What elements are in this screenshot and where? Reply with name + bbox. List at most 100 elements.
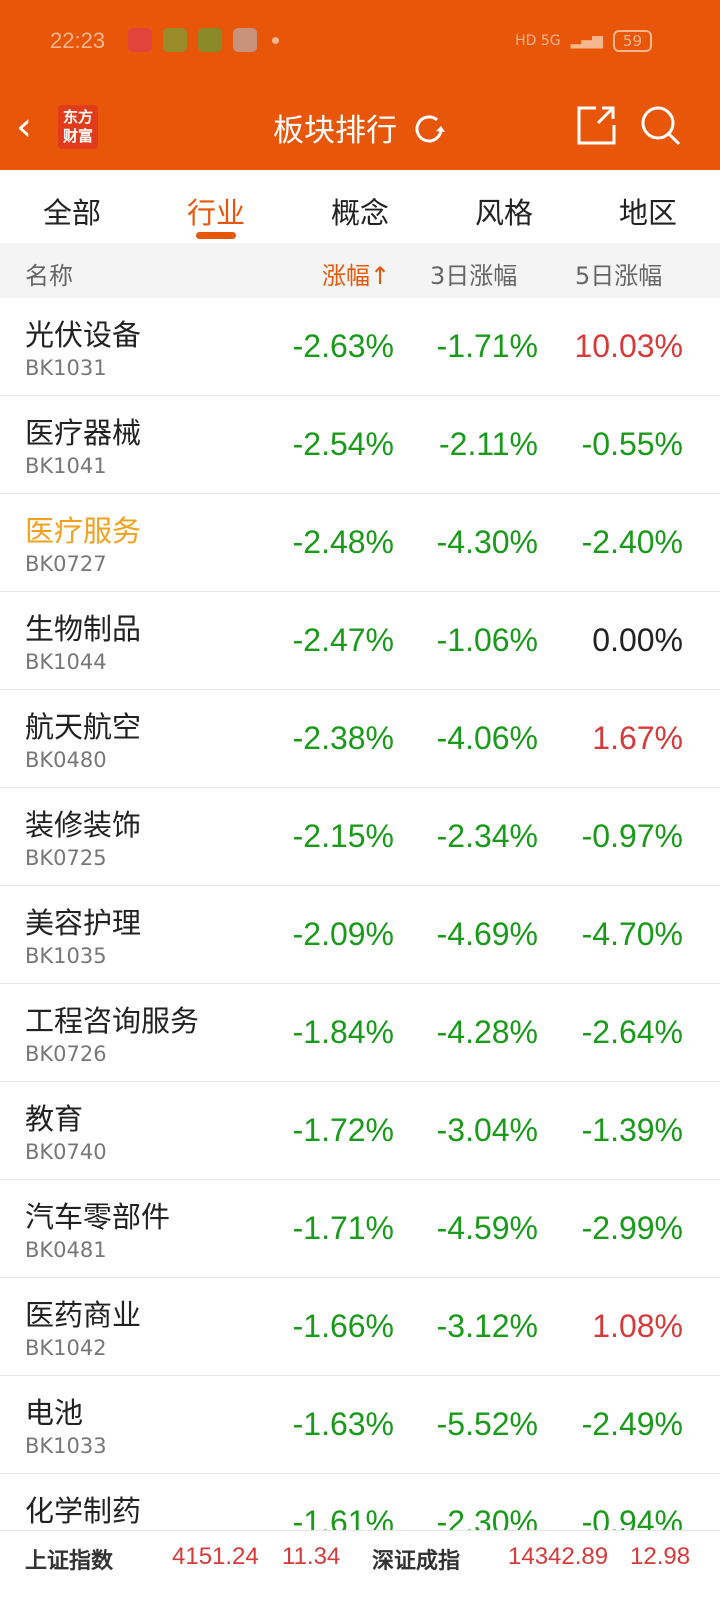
network-text: HD 5G [515, 33, 561, 49]
sector-list[interactable]: 光伏设备 BK1031 -2.63% -1.71% 10.03% 医疗器械 BK1… [0, 298, 720, 1530]
change-3d-value: -4.28% [436, 1014, 538, 1050]
change-3d-value: -2.30% [436, 1504, 538, 1530]
sector-name: 航天航空 [25, 710, 142, 744]
change-5d-value: -0.94% [581, 1504, 683, 1530]
change-3d-value: -4.59% [436, 1210, 538, 1246]
sector-name: 化学制药 [25, 1494, 142, 1528]
sh-index-change: 11.34 [282, 1543, 341, 1570]
table-row[interactable]: 电池 BK1033 -1.63% -5.52% -2.49% [0, 1376, 720, 1474]
table-row[interactable]: 教育 BK0740 -1.72% -3.04% -1.39% [0, 1082, 720, 1180]
sz-index-label: 深证成指 [372, 1549, 461, 1574]
sector-code: BK0480 [25, 748, 107, 772]
change-5d-value: 1.08% [592, 1308, 683, 1344]
change-5d-value: -2.64% [581, 1014, 683, 1050]
column-change-sort[interactable]: 涨幅↑ [322, 262, 391, 290]
refresh-icon[interactable] [411, 111, 447, 147]
signal-icon: ▂▄▆ [570, 33, 603, 49]
change-5d-value: 1.67% [592, 720, 683, 756]
change-value: -1.61% [292, 1504, 394, 1530]
sector-code: BK1042 [25, 1336, 107, 1360]
table-row[interactable]: 医药商业 BK1042 -1.66% -3.12% 1.08% [0, 1278, 720, 1376]
change-value: -1.63% [292, 1406, 394, 1442]
sector-code: BK0725 [25, 846, 107, 870]
sz-index-change: 12.98 [630, 1543, 691, 1570]
change-3d-value: -4.30% [436, 524, 538, 560]
change-value: -2.09% [292, 916, 394, 952]
shopping-app-icon [163, 28, 187, 52]
status-right: HD 5G ▂▄▆ 59 [515, 30, 652, 52]
change-value: -2.54% [292, 426, 394, 462]
sector-name: 电池 [25, 1396, 84, 1430]
change-3d-value: -2.11% [438, 426, 538, 462]
sector-name: 美容护理 [25, 906, 142, 940]
index-ticker[interactable]: 上证指数 4151.24 11.34 深证成指 14342.89 12.98 [0, 1530, 720, 1604]
tab-all[interactable]: 全部 [42, 196, 101, 230]
table-row[interactable]: 医疗器械 BK1041 -2.54% -2.11% -0.55% [0, 396, 720, 494]
sector-name: 医疗服务 [25, 514, 142, 548]
change-value: -1.66% [292, 1308, 394, 1344]
share-icon[interactable] [576, 105, 616, 145]
sector-code: BK1041 [25, 454, 107, 478]
change-3d-value: -4.06% [436, 720, 538, 756]
sh-index-label: 上证指数 [25, 1549, 114, 1574]
column-header: 名称 涨幅↑ 3日涨幅 5日涨幅 [0, 243, 720, 298]
change-5d-value: -0.97% [581, 818, 683, 854]
column-name: 名称 [25, 262, 73, 290]
tab-industry[interactable]: 行业 [144, 170, 288, 243]
change-value: -1.71% [292, 1210, 394, 1246]
sector-code: BK0481 [25, 1238, 107, 1262]
change-5d-value: -2.49% [581, 1406, 683, 1442]
change-3d-value: -5.52% [436, 1406, 538, 1442]
change-3d-value: -4.69% [436, 916, 538, 952]
table-row[interactable]: 光伏设备 BK1031 -2.63% -1.71% 10.03% [0, 298, 720, 396]
back-icon[interactable]: ‹ [16, 104, 32, 150]
table-row[interactable]: 医疗服务 BK0727 -2.48% -4.30% -2.40% [0, 494, 720, 592]
change-5d-value: -2.40% [581, 524, 683, 560]
sector-code: BK1031 [25, 356, 107, 380]
sector-code: BK1044 [25, 650, 107, 674]
tab-style[interactable]: 风格 [474, 196, 533, 230]
column-change-5d[interactable]: 5日涨幅 [575, 262, 663, 290]
sector-name: 医药商业 [25, 1298, 142, 1332]
change-3d-value: -1.06% [436, 622, 538, 658]
sector-name: 装修装饰 [25, 808, 142, 842]
tab-region[interactable]: 地区 [618, 196, 677, 230]
search-icon[interactable] [640, 105, 682, 147]
change-value: -2.48% [292, 524, 394, 560]
status-bar: 22:23 HD 5G ▂▄▆ 59 [0, 24, 720, 58]
change-5d-value: -1.39% [581, 1112, 683, 1148]
sector-name: 汽车零部件 [25, 1200, 171, 1234]
change-value: -2.15% [292, 818, 394, 854]
sector-code: BK1035 [25, 944, 107, 968]
category-tabs: 全部 行业 概念 风格 地区 [0, 170, 720, 243]
table-row[interactable]: 化学制药 -1.61% -2.30% -0.94% [0, 1474, 720, 1530]
dot-icon [272, 37, 279, 44]
battery-indicator: 59 [612, 30, 652, 52]
browser-app-icon [233, 28, 257, 52]
table-row[interactable]: 工程咨询服务 BK0726 -1.84% -4.28% -2.64% [0, 984, 720, 1082]
tab-concept[interactable]: 概念 [330, 196, 389, 230]
change-3d-value: -2.34% [436, 818, 538, 854]
status-time: 22:23 [50, 28, 106, 53]
page-title: 板块排行 [273, 113, 398, 149]
video-app-icon [128, 28, 152, 52]
change-value: -2.38% [292, 720, 394, 756]
change-3d-value: -1.71% [436, 328, 538, 364]
sector-name: 光伏设备 [25, 318, 142, 352]
change-5d-value: -4.70% [581, 916, 683, 952]
eastmoney-logo[interactable]: 东方 财富 [58, 105, 98, 149]
sector-code: BK1033 [25, 1434, 107, 1458]
change-value: -2.47% [292, 622, 394, 658]
sector-code: BK0727 [25, 552, 107, 576]
table-row[interactable]: 装修装饰 BK0725 -2.15% -2.34% -0.97% [0, 788, 720, 886]
table-row[interactable]: 美容护理 BK1035 -2.09% -4.69% -4.70% [0, 886, 720, 984]
app-header: 22:23 HD 5G ▂▄▆ 59 ‹ 东方 财富 板块排行 [0, 0, 720, 170]
column-change-3d[interactable]: 3日涨幅 [430, 262, 518, 290]
change-5d-value: 10.03% [574, 328, 683, 364]
table-row[interactable]: 航天航空 BK0480 -2.38% -4.06% 1.67% [0, 690, 720, 788]
shield-app-icon [198, 28, 222, 52]
table-row[interactable]: 生物制品 BK1044 -2.47% -1.06% 0.00% [0, 592, 720, 690]
table-row[interactable]: 汽车零部件 BK0481 -1.71% -4.59% -2.99% [0, 1180, 720, 1278]
logo-line1: 东方 [62, 108, 93, 126]
sector-name: 医疗器械 [25, 416, 142, 450]
